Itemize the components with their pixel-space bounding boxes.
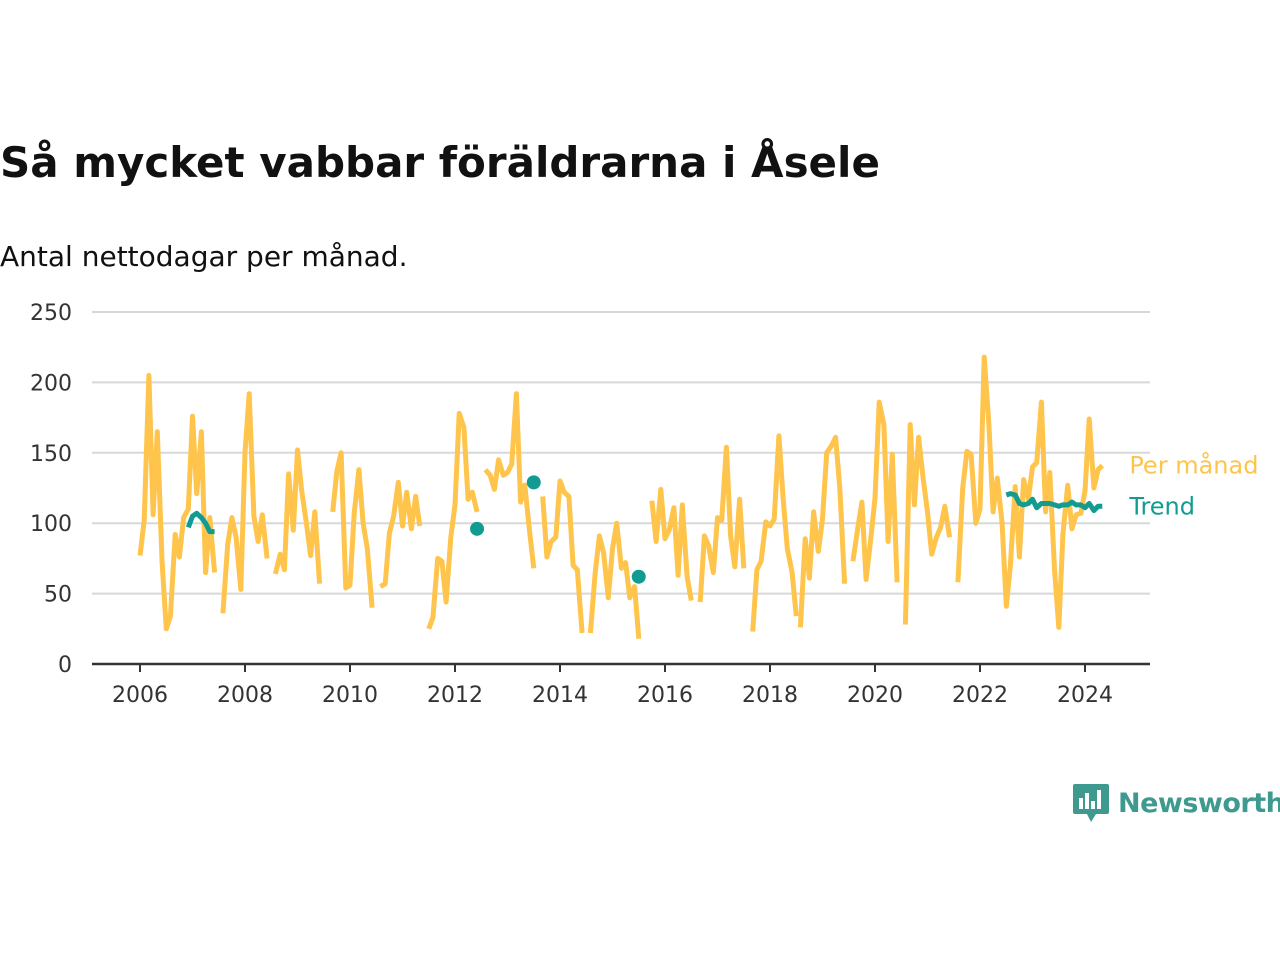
monthly-line-segment — [649, 486, 694, 602]
y-tick-label: 150 — [30, 442, 72, 467]
series-trend — [185, 475, 1103, 584]
monthly-line-segment — [697, 444, 747, 603]
x-tick-label: 2022 — [952, 683, 1008, 708]
y-tick-label: 200 — [30, 371, 72, 396]
x-tick-label: 2006 — [112, 683, 168, 708]
monthly-line-segment — [272, 447, 323, 584]
chart-subtitle: Antal nettodagar per månad. — [0, 240, 408, 273]
series-per-month — [137, 354, 1105, 639]
newsworthy-logo-icon — [1073, 784, 1109, 822]
monthly-line-segment — [902, 422, 953, 625]
y-tick-label: 250 — [30, 301, 72, 326]
series-label-trend: Trend — [1128, 492, 1195, 520]
y-tick-label: 0 — [58, 653, 72, 678]
axes: 0 50 100 150 200 250 2006 2008 2010 2012 2014 2016 2… — [30, 301, 1150, 708]
series-label-per-month: Per månad — [1129, 450, 1258, 479]
monthly-line-segment — [483, 391, 537, 569]
series-lines — [137, 354, 1105, 639]
x-tick-label: 2024 — [1057, 683, 1113, 708]
brand-name: Newsworthy — [1118, 787, 1280, 819]
newsworthy-logo: Newsworthy — [1072, 782, 1280, 824]
x-tick-label: 2020 — [847, 683, 903, 708]
chart-title: Så mycket vabbar föräldrarna i Åsele — [0, 138, 880, 187]
monthly-line-segment — [137, 372, 218, 632]
x-tick-label: 2016 — [637, 683, 693, 708]
monthly-line-segment — [955, 354, 1105, 630]
trend-point — [470, 521, 485, 536]
monthly-line-segment — [750, 433, 799, 632]
trend-point — [526, 475, 541, 490]
trend-line-segment — [185, 510, 215, 535]
monthly-line-segment — [330, 450, 375, 608]
monthly-line-segment — [797, 434, 848, 628]
monthly-line-segment — [587, 520, 642, 639]
x-tick-label: 2008 — [217, 683, 273, 708]
monthly-line-segment — [220, 391, 270, 614]
trend-point — [631, 569, 646, 584]
line-chart: 0 50 100 150 200 250 2006 2008 2010 2012 2014 2016 2… — [30, 301, 1258, 708]
y-tick-label: 50 — [44, 583, 72, 608]
series-labels: Per månad Trend — [1128, 450, 1258, 520]
monthly-line-segment — [379, 479, 423, 589]
y-tick-label: 100 — [30, 512, 72, 537]
x-tick-label: 2018 — [742, 683, 798, 708]
monthly-line-segment — [850, 399, 900, 583]
x-tick-label: 2012 — [427, 683, 483, 708]
monthly-line-segment — [426, 410, 480, 630]
trend-line-segment — [1005, 491, 1103, 513]
x-tick-label: 2010 — [322, 683, 378, 708]
x-tick-label: 2014 — [532, 683, 588, 708]
monthly-line-segment — [540, 478, 585, 634]
